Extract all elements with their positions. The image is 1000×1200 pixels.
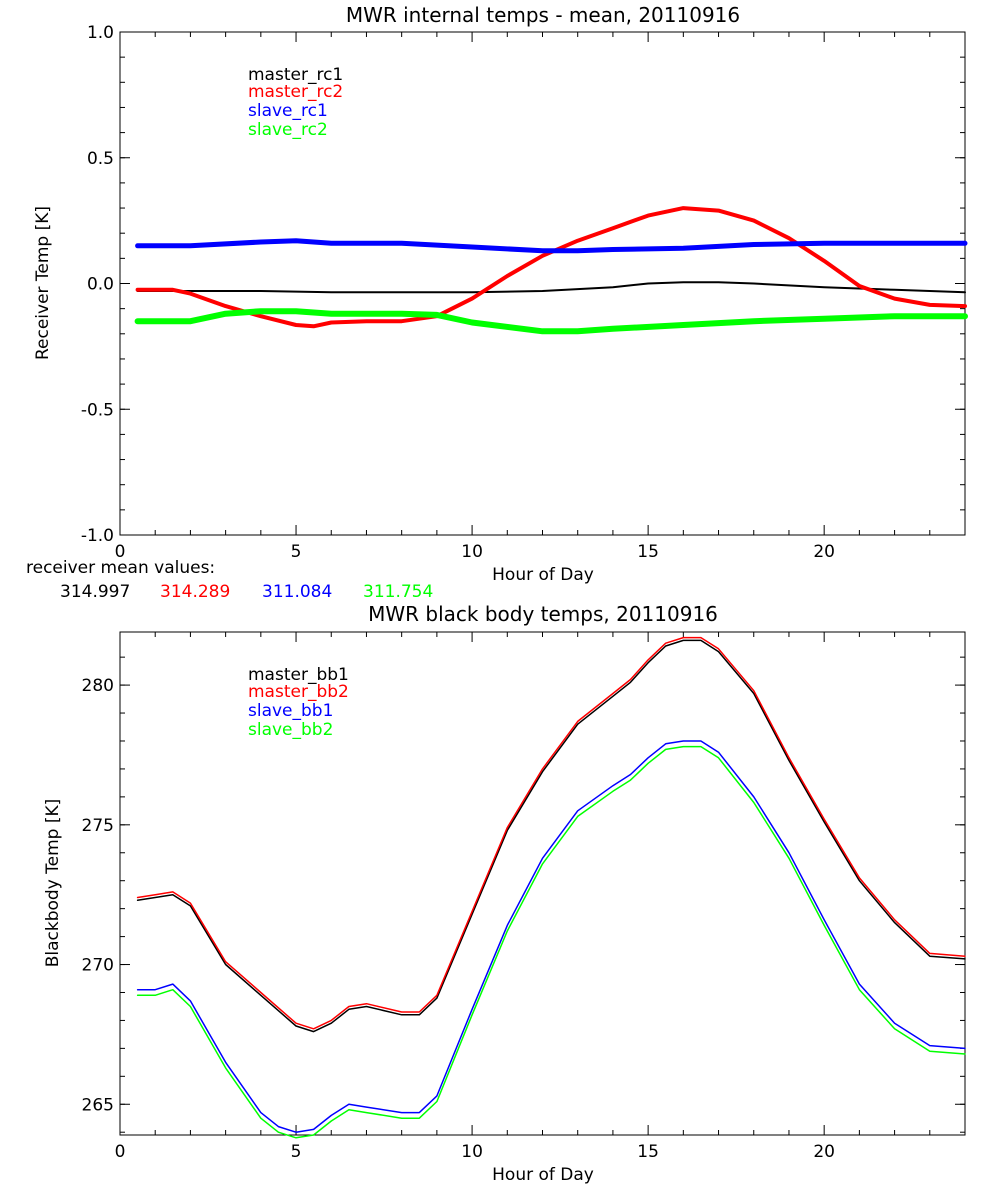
panel1-series xyxy=(134,206,968,335)
legend-master-rc2: master_rc2 xyxy=(248,82,343,102)
ytick-label: 265 xyxy=(82,1095,114,1115)
ytick-label: 0.0 xyxy=(87,275,114,295)
panel2-frame xyxy=(119,631,966,1136)
ytick-label: 270 xyxy=(82,956,114,976)
mean-master-rc2: 314.289 xyxy=(160,582,230,602)
xtick-label: 10 xyxy=(461,1142,483,1162)
legend-slave-bb1: slave_bb1 xyxy=(248,701,333,721)
ytick-label: 280 xyxy=(82,676,114,696)
panel2-xlabel: Hour of Day xyxy=(492,1165,594,1185)
series-line-master-rc2 xyxy=(135,206,967,329)
series-line-slave-bb1 xyxy=(136,740,966,1133)
ytick-label: 0.5 xyxy=(87,149,114,169)
receiver-temp-panel: MWR internal temps - mean, 20110916 0 5 10… xyxy=(33,3,968,585)
panel2-legend: master_bb1 master_bb2 slave_bb1 slave_bb… xyxy=(248,665,349,740)
panel2-ylabel: Blackbody Temp [K] xyxy=(43,799,63,968)
mean-master-rc1: 314.997 xyxy=(60,582,130,602)
series-line-slave-bb2 xyxy=(136,745,966,1139)
ytick-label: 275 xyxy=(82,816,114,836)
mean-slave-rc2: 311.754 xyxy=(363,582,433,602)
panel1-legend: master_rc1 master_rc2 slave_rc1 slave_rc… xyxy=(248,65,343,140)
xtick-label: 5 xyxy=(291,1142,302,1162)
legend-master-bb1: master_bb1 xyxy=(248,665,349,685)
legend-slave-rc2: slave_rc2 xyxy=(248,120,328,140)
xtick-label: 20 xyxy=(813,542,835,562)
panel1-title: MWR internal temps - mean, 20110916 xyxy=(346,3,740,27)
xtick-label: 0 xyxy=(115,542,126,562)
panel1-ticks: 0 5 10 15 20 -1.0 -0.5 0.0 0.5 1.0 xyxy=(81,23,965,562)
legend-master-bb2: master_bb2 xyxy=(248,682,349,702)
series-line-master-bb2 xyxy=(136,636,966,1030)
ytick-label: -1.0 xyxy=(81,526,114,546)
series-line-slave-rc1 xyxy=(135,238,968,254)
legend-slave-rc1: slave_rc1 xyxy=(248,101,328,121)
blackbody-temp-panel: MWR black body temps, 20110916 0 5 10 15 20 2… xyxy=(43,602,966,1185)
panel2-title: MWR black body temps, 20110916 xyxy=(368,602,718,626)
panel1-frame xyxy=(119,31,966,536)
series-line-slave-rc2 xyxy=(134,308,968,335)
panel1-xlabel: Hour of Day xyxy=(492,565,594,585)
legend-slave-bb2: slave_bb2 xyxy=(248,720,333,740)
panel2-ticks: 0 5 10 15 20 265 270 275 280 xyxy=(82,632,965,1162)
panel1-ylabel: Receiver Temp [K] xyxy=(33,206,53,360)
xtick-label: 15 xyxy=(637,1142,659,1162)
series-line-master-rc1 xyxy=(136,281,966,294)
mean-slave-rc1: 311.084 xyxy=(262,582,332,602)
xtick-label: 15 xyxy=(637,542,659,562)
xtick-label: 5 xyxy=(291,542,302,562)
receiver-mean-values: receiver mean values: 314.997 314.289 31… xyxy=(26,558,433,602)
xtick-label: 10 xyxy=(461,542,483,562)
xtick-label: 20 xyxy=(813,1142,835,1162)
legend-master-rc1: master_rc1 xyxy=(248,65,343,85)
panel2-series xyxy=(136,636,966,1139)
receiver-mean-label: receiver mean values: xyxy=(26,558,215,578)
xtick-label: 0 xyxy=(115,1142,126,1162)
ytick-label: 1.0 xyxy=(87,23,114,43)
series-line-master-bb1 xyxy=(136,639,966,1033)
ytick-label: -0.5 xyxy=(81,400,114,420)
